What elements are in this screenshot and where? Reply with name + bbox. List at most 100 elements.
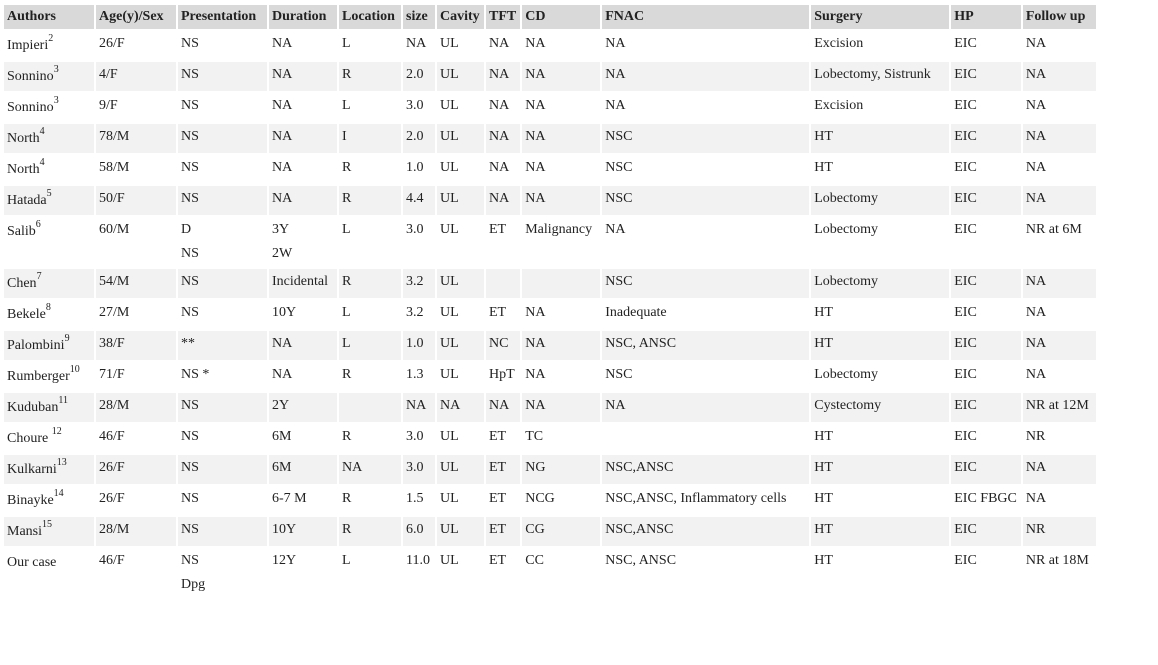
cell-text: 58/M bbox=[99, 160, 130, 175]
cell-text: NA bbox=[1025, 274, 1047, 289]
author-text: Kulkarni bbox=[7, 462, 57, 477]
author-name: Binayke14 bbox=[7, 486, 64, 512]
cell-text: 3.0 bbox=[406, 460, 424, 475]
header-age-sex: Age(y)/Sex bbox=[96, 5, 176, 29]
cell-follow-up: NA bbox=[1022, 62, 1096, 91]
cell-follow-up: NA bbox=[1022, 331, 1096, 360]
cell-presentation: NS Dpg bbox=[178, 548, 267, 598]
cell-fnac: NSC,ANSC bbox=[602, 455, 810, 484]
cell-size: 2.0 bbox=[403, 62, 435, 91]
cell-hp: EIC bbox=[951, 331, 1021, 360]
author-text: Sonnino bbox=[7, 69, 54, 84]
cell-cd: NA bbox=[522, 93, 600, 122]
author-text: Salib bbox=[7, 224, 36, 239]
cell-text: I bbox=[342, 129, 347, 144]
cell-text: NA bbox=[605, 36, 626, 51]
cell-text: NA bbox=[1025, 305, 1047, 320]
cell-presentation: NS bbox=[178, 93, 267, 122]
cell-text: EIC bbox=[954, 129, 977, 144]
cell-text: UL bbox=[440, 222, 459, 237]
cell-size: 3.0 bbox=[403, 455, 435, 484]
cell-fnac: NA bbox=[602, 31, 809, 60]
cell-text: L bbox=[342, 36, 351, 51]
cell-surgery: Lobectomy bbox=[811, 362, 949, 391]
cell-text: NS bbox=[181, 522, 199, 537]
cell-text: 38/F bbox=[99, 336, 125, 351]
cell-text: HT bbox=[814, 429, 833, 444]
cell-presentation: NS bbox=[178, 455, 267, 484]
cell-age-sex: 71/F bbox=[96, 362, 176, 391]
cell-text: 50/F bbox=[99, 191, 125, 206]
cell-duration: 12Y bbox=[269, 548, 337, 598]
cell-text: HT bbox=[814, 305, 833, 320]
cell-size: 1.3 bbox=[403, 362, 435, 391]
cell-presentation: NS bbox=[178, 486, 267, 515]
cell-text: Excision bbox=[814, 36, 864, 51]
cell-age-sex: 26/F bbox=[96, 31, 176, 60]
cell-text: NSC bbox=[605, 160, 633, 175]
cell-text: EIC bbox=[954, 336, 977, 351]
cell-cd: NG bbox=[522, 455, 601, 484]
author-name: Impieri2 bbox=[7, 31, 53, 57]
cell-location: L bbox=[339, 93, 401, 122]
cell-location: R bbox=[339, 269, 401, 298]
cell-authors: Rumberger10 bbox=[4, 362, 94, 391]
cell-text: 1.3 bbox=[406, 367, 424, 382]
header-follow-up: Follow up bbox=[1022, 5, 1096, 29]
cell-tft: NC bbox=[486, 331, 521, 360]
cell-cd: NA bbox=[522, 155, 600, 184]
cell-location: R bbox=[339, 362, 401, 391]
cell-hp: EIC bbox=[951, 93, 1021, 122]
cell-text: NSC, ANSC bbox=[605, 553, 677, 568]
cell-text: EIC bbox=[954, 160, 977, 175]
cell-text: Lobectomy bbox=[814, 222, 878, 237]
cell-surgery: HT bbox=[811, 517, 950, 546]
cell-duration: 2Y bbox=[269, 393, 337, 422]
cell-duration: 10Y bbox=[269, 517, 337, 546]
cell-text: NA bbox=[489, 98, 510, 113]
cell-text: NSC,ANSC bbox=[605, 522, 674, 537]
cell-text: R bbox=[342, 160, 352, 175]
cell-text: ** bbox=[181, 336, 195, 351]
cell-text: NSC,ANSC bbox=[605, 460, 674, 475]
author-name: Kuduban11 bbox=[7, 393, 68, 419]
author-name: Hatada5 bbox=[7, 186, 52, 212]
cell-text: 12Y bbox=[272, 553, 297, 568]
cell-text: NSC, ANSC bbox=[605, 336, 677, 351]
cell-presentation: NS bbox=[178, 424, 267, 453]
cell-tft: ET bbox=[486, 424, 520, 453]
cell-size: 3.0 bbox=[403, 217, 435, 267]
cell-text: EIC bbox=[954, 553, 977, 568]
cell-size: 11.0 bbox=[403, 548, 435, 598]
reference-number: 3 bbox=[53, 64, 59, 75]
cell-text: NS bbox=[181, 305, 199, 320]
cell-text: NA bbox=[440, 398, 461, 413]
cell-cd bbox=[522, 269, 601, 298]
cell-text: 46/F bbox=[99, 553, 125, 568]
cell-text: 78/M bbox=[99, 129, 130, 144]
cell-text: Incidental bbox=[272, 274, 328, 289]
cell-surgery: Excision bbox=[811, 31, 949, 60]
cell-text: NCG bbox=[525, 491, 555, 506]
cell-text: NA bbox=[605, 222, 626, 237]
cell-cd: NA bbox=[522, 300, 600, 329]
cell-hp: EIC bbox=[951, 455, 1021, 484]
reference-number: 14 bbox=[53, 488, 64, 499]
cell-text: NSC bbox=[605, 129, 633, 144]
cell-surgery: HT bbox=[811, 331, 950, 360]
author-name: Salib6 bbox=[7, 217, 41, 243]
header-cavity: Cavity bbox=[437, 5, 484, 29]
cell-text: NA bbox=[272, 98, 293, 113]
cell-follow-up: NA bbox=[1022, 269, 1096, 298]
cell-text: HT bbox=[814, 553, 833, 568]
cell-text: NS bbox=[181, 160, 199, 175]
cell-text: EIC bbox=[954, 98, 977, 113]
cell-tft: ET bbox=[486, 455, 521, 484]
cell-text: NA bbox=[525, 336, 546, 351]
cell-cavity: UL bbox=[437, 331, 484, 360]
cell-text: R bbox=[342, 274, 352, 289]
cell-cavity: UL bbox=[437, 124, 484, 153]
table-row: Bekele8 27/M NS 10Y L 3.2 UL ET NA Inadequate HT EI… bbox=[4, 300, 1096, 329]
cell-text: NA bbox=[525, 67, 546, 82]
cell-text: NS bbox=[181, 246, 199, 261]
